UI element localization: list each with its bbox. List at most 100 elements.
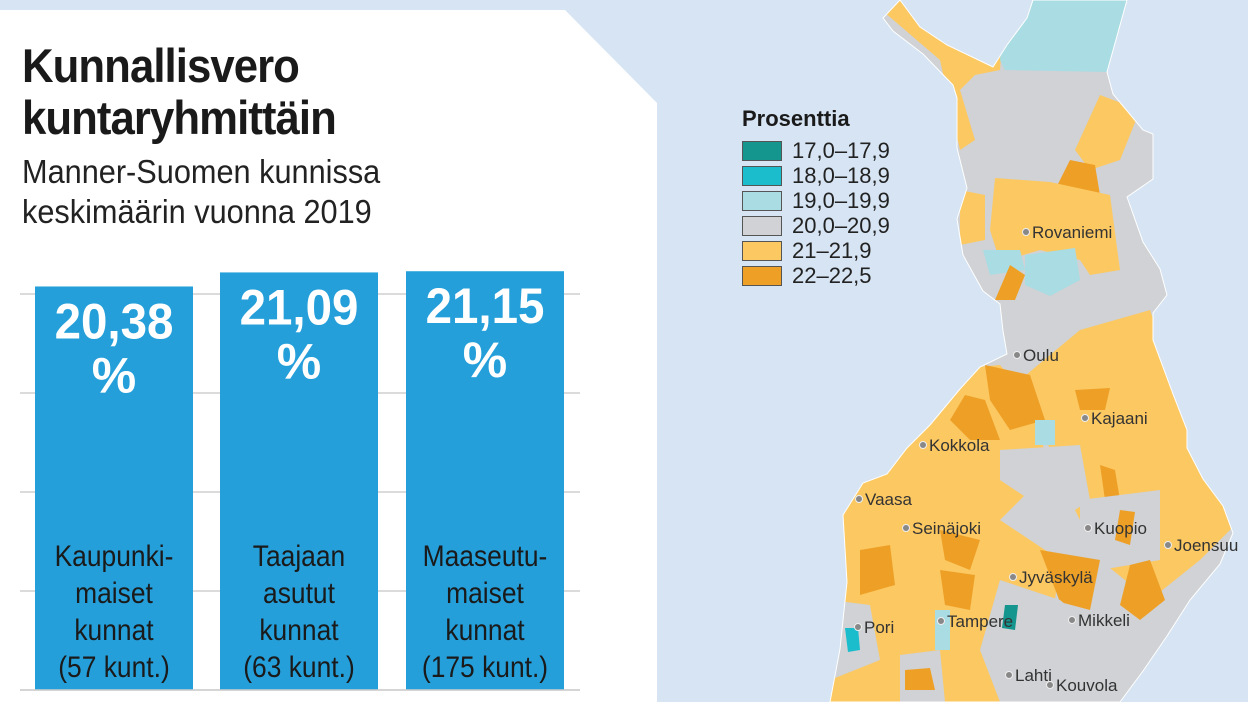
region-cyan (1000, 0, 1130, 72)
bar-value-unit: % (277, 333, 321, 389)
legend-label: 20,0–20,9 (792, 212, 890, 238)
legend-label: 21–21,9 (792, 237, 872, 263)
region-orange (940, 570, 975, 610)
bar-value-unit: % (92, 347, 136, 403)
bar-category-label: Kaupunki- (55, 538, 174, 572)
legend-item: 17,0–17,9 (742, 138, 890, 163)
bar (220, 272, 378, 690)
region-teal (845, 628, 860, 652)
region-teal-dark (1002, 605, 1018, 630)
legend-label: 22–22,5 (792, 262, 872, 288)
legend-title: Prosenttia (742, 106, 850, 131)
city-dot (1068, 616, 1076, 624)
city-label: Seinäjoki (912, 519, 981, 538)
legend-swatch (742, 165, 782, 186)
city-dot (1046, 681, 1054, 689)
region-orange (1115, 510, 1135, 545)
city-label: Pori (864, 618, 894, 637)
bar-category-label: Maaseutu- (423, 538, 548, 572)
region-orange (950, 395, 1000, 440)
chart-subtitle: Manner-Suomen kunnissa keskimäärin vuonn… (22, 152, 380, 232)
city-label: Lahti (1015, 666, 1052, 685)
city-dot (937, 617, 945, 625)
bar-category-label: maiset (75, 575, 153, 609)
city-dot (1084, 524, 1092, 532)
legend-label: 19,0–19,9 (792, 187, 890, 213)
legend-item: 22–22,5 (742, 263, 890, 288)
region-yellow (990, 178, 1120, 275)
region-cyan (1035, 420, 1055, 445)
region-orange (1075, 388, 1110, 410)
city-dot (1013, 351, 1021, 359)
city-label: Jyväskylä (1019, 568, 1093, 587)
city-dot (1005, 671, 1013, 679)
legend-item: 19,0–19,9 (742, 188, 890, 213)
legend-swatch (742, 190, 782, 211)
legend-label: 18,0–18,9 (792, 162, 890, 188)
legend-swatch (742, 240, 782, 261)
city-label: Kokkola (929, 436, 990, 455)
bar-category-label: kunnat (445, 612, 524, 646)
legend-swatch (742, 140, 782, 161)
city-label: Kuopio (1094, 519, 1147, 538)
region-orange (1100, 465, 1120, 500)
subtitle-line: keskimäärin vuonna 2019 (22, 193, 372, 230)
region-yellow (960, 190, 985, 245)
city-dot (855, 495, 863, 503)
bar-value-label: 21,09 (240, 280, 359, 335)
region-orange (905, 668, 935, 690)
legend-swatch (742, 215, 782, 236)
legend-item: 21–21,9 (742, 238, 890, 263)
bar-value-label: 20,38 (55, 294, 174, 349)
city-dot (1009, 573, 1017, 581)
map-legend: Prosenttia 17,0–17,9 18,0–18,9 19,0–19,9 20… (742, 106, 890, 288)
city-dot (902, 524, 910, 532)
city-dot (1164, 541, 1172, 549)
bar-category-label: kunnat (74, 612, 153, 646)
city-dot (1022, 228, 1030, 236)
region-yellow (1020, 310, 1233, 600)
city-markers: Rovaniemi Oulu Kajaani Kokkola VaasaSeinäjok… (854, 223, 1238, 695)
bar-value-unit: % (463, 332, 507, 388)
city-dot (854, 623, 862, 631)
city-label: Kajaani (1091, 409, 1148, 428)
title-line: kuntaryhmittäin (22, 91, 337, 144)
city-label: Tampere (947, 612, 1013, 631)
city-dot (1081, 414, 1089, 422)
region-orange (995, 265, 1025, 300)
region-yellow (1075, 95, 1140, 170)
chart-title: Kunnallisvero kuntaryhmittäin (22, 39, 337, 144)
region-gray (1000, 445, 1090, 520)
region-cyan (1025, 248, 1080, 296)
region-orange (1040, 550, 1100, 610)
subtitle-line: Manner-Suomen kunnissa (22, 153, 381, 190)
city-label: Mikkeli (1078, 611, 1130, 630)
bar-category-label: Taajaan (253, 538, 345, 572)
title-line: Kunnallisvero (22, 39, 300, 92)
city-dot (919, 441, 927, 449)
bar (35, 286, 193, 690)
city-label: Kouvola (1056, 676, 1118, 695)
legend-item: 20,0–20,9 (742, 213, 890, 238)
city-label: Oulu (1023, 346, 1059, 365)
bar-category-label: (57 kunt.) (58, 649, 169, 683)
bar-category-label: kunnat (259, 612, 338, 646)
bar-value-label: 21,15 (426, 279, 545, 334)
city-label: Rovaniemi (1032, 223, 1112, 242)
city-label: Vaasa (865, 490, 912, 509)
city-label: Joensuu (1174, 536, 1238, 555)
bar-category-label: asutut (263, 575, 335, 609)
bar-category-label: maiset (446, 575, 524, 609)
bar-category-label: (175 kunt.) (422, 649, 548, 683)
bar-category-label: (63 kunt.) (243, 649, 354, 683)
region-orange (985, 365, 1045, 430)
region-orange (940, 530, 980, 570)
region-orange (860, 545, 895, 595)
legend-swatch (742, 265, 782, 286)
bar (406, 271, 564, 690)
region-orange (1120, 560, 1165, 620)
legend-label: 17,0–17,9 (792, 137, 890, 163)
legend-item: 18,0–18,9 (742, 163, 890, 188)
